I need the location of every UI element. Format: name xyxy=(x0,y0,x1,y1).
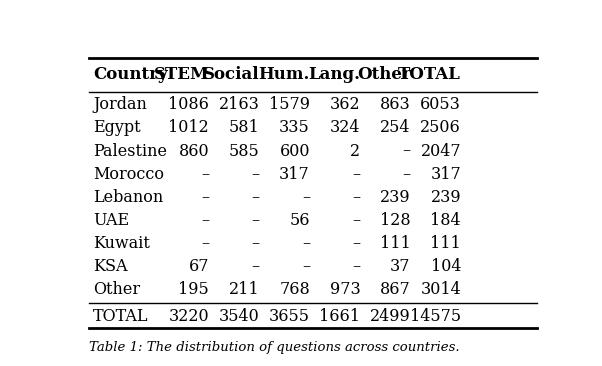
Text: 2163: 2163 xyxy=(219,96,259,113)
Text: 600: 600 xyxy=(279,142,310,160)
Text: 362: 362 xyxy=(330,96,361,113)
Text: –: – xyxy=(252,235,259,252)
Text: 2499: 2499 xyxy=(370,307,411,325)
Text: Lang.: Lang. xyxy=(308,66,361,83)
Text: Jordan: Jordan xyxy=(93,96,147,113)
Text: 239: 239 xyxy=(380,189,411,206)
Text: –: – xyxy=(252,189,259,206)
Text: 1012: 1012 xyxy=(169,119,209,137)
Text: 254: 254 xyxy=(380,119,411,137)
Text: Palestine: Palestine xyxy=(93,142,167,160)
Text: –: – xyxy=(352,166,361,183)
Text: Other: Other xyxy=(357,66,411,83)
Text: Morocco: Morocco xyxy=(93,166,164,183)
Text: 3655: 3655 xyxy=(269,307,310,325)
Text: –: – xyxy=(201,189,209,206)
Text: UAE: UAE xyxy=(93,212,129,229)
Text: 111: 111 xyxy=(380,235,411,252)
Text: Other: Other xyxy=(93,281,140,298)
Text: –: – xyxy=(252,258,259,275)
Text: 111: 111 xyxy=(430,235,461,252)
Text: 195: 195 xyxy=(178,281,209,298)
Text: –: – xyxy=(352,235,361,252)
Text: Lebanon: Lebanon xyxy=(93,189,163,206)
Text: –: – xyxy=(302,258,310,275)
Text: –: – xyxy=(201,166,209,183)
Text: –: – xyxy=(352,258,361,275)
Text: 104: 104 xyxy=(430,258,461,275)
Text: –: – xyxy=(201,212,209,229)
Text: 37: 37 xyxy=(390,258,411,275)
Text: 56: 56 xyxy=(290,212,310,229)
Text: –: – xyxy=(403,142,411,160)
Text: –: – xyxy=(252,212,259,229)
Text: 317: 317 xyxy=(279,166,310,183)
Text: 585: 585 xyxy=(229,142,259,160)
Text: 6053: 6053 xyxy=(420,96,461,113)
Text: –: – xyxy=(403,166,411,183)
Text: 1661: 1661 xyxy=(319,307,361,325)
Text: 239: 239 xyxy=(430,189,461,206)
Text: Hum.: Hum. xyxy=(258,66,310,83)
Text: 14575: 14575 xyxy=(410,307,461,325)
Text: 3540: 3540 xyxy=(219,307,259,325)
Text: 128: 128 xyxy=(380,212,411,229)
Text: 324: 324 xyxy=(330,119,361,137)
Text: 973: 973 xyxy=(329,281,361,298)
Text: 184: 184 xyxy=(430,212,461,229)
Text: 1086: 1086 xyxy=(169,96,209,113)
Text: Kuwait: Kuwait xyxy=(93,235,150,252)
Text: –: – xyxy=(302,189,310,206)
Text: 211: 211 xyxy=(229,281,259,298)
Text: TOTAL: TOTAL xyxy=(398,66,461,83)
Text: 2047: 2047 xyxy=(420,142,461,160)
Text: 1579: 1579 xyxy=(269,96,310,113)
Text: 2506: 2506 xyxy=(420,119,461,137)
Text: –: – xyxy=(352,189,361,206)
Text: –: – xyxy=(302,235,310,252)
Text: –: – xyxy=(352,212,361,229)
Text: 3220: 3220 xyxy=(169,307,209,325)
Text: TOTAL: TOTAL xyxy=(93,307,149,325)
Text: 335: 335 xyxy=(279,119,310,137)
Text: –: – xyxy=(252,166,259,183)
Text: KSA: KSA xyxy=(93,258,128,275)
Text: 768: 768 xyxy=(279,281,310,298)
Text: 581: 581 xyxy=(229,119,259,137)
Text: 2: 2 xyxy=(350,142,361,160)
Text: Country: Country xyxy=(93,66,167,83)
Text: 67: 67 xyxy=(188,258,209,275)
Text: 867: 867 xyxy=(380,281,411,298)
Text: 317: 317 xyxy=(430,166,461,183)
Text: 863: 863 xyxy=(380,96,411,113)
Text: –: – xyxy=(201,235,209,252)
Text: Social: Social xyxy=(203,66,259,83)
Text: 860: 860 xyxy=(179,142,209,160)
Text: 3014: 3014 xyxy=(420,281,461,298)
Text: Egypt: Egypt xyxy=(93,119,141,137)
Text: STEM: STEM xyxy=(154,66,209,83)
Text: Table 1: The distribution of questions across countries.: Table 1: The distribution of questions a… xyxy=(89,341,460,354)
